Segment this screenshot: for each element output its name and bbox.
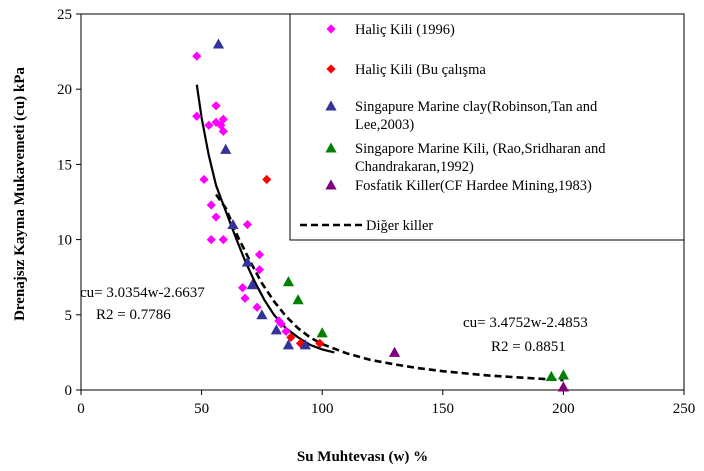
legend-marker [325,142,337,153]
legend-label: Singapure Marine clay(Robinson,Tan and [355,99,598,115]
data-point [281,326,291,336]
y-tick-label: 25 [57,7,72,23]
data-point [212,38,225,49]
legend-marker [325,100,337,111]
data-point [241,256,254,267]
data-point [292,294,304,305]
data-point [238,283,248,293]
data-point [211,101,221,111]
data-point [218,114,228,124]
data-point [282,276,295,287]
data-point [276,319,286,329]
data-point [192,51,202,61]
data-point [545,370,557,381]
data-point [242,219,253,230]
data-point [299,339,311,350]
data-point [218,235,228,245]
legend-label: Haliç Kili (Bu çalışma [355,62,486,78]
legend: Haliç Kili (1996) Haliç Kili (Bu çalışma S… [289,13,685,241]
x-tick-label: 0 [77,401,85,417]
data-point [192,111,202,121]
data-point [270,324,282,335]
data-point [256,309,268,320]
legend-label: Diğer killer [366,218,433,234]
equation-label-left: R2 = 0.7786 [96,307,171,323]
annotations: cu= 3.0354w-2.6637 R2 = 0.7786 cu= 3.4752w… [80,285,588,355]
data-point [315,338,325,348]
y-tick-label: 20 [57,82,72,98]
equation-label-right: cu= 3.4752w-2.4853 [463,315,588,331]
data-point [206,235,216,245]
data-point [316,327,328,338]
x-tick-label: 50 [194,401,209,417]
data-points [192,38,569,392]
legend-label: Haliç Kili (1996) [355,22,455,38]
data-point [557,381,569,392]
y-tick-label: 0 [65,383,73,399]
x-tick-label: 100 [311,401,334,417]
x-axis-title: Su Muhtevası (w) % [297,449,428,465]
data-point [199,174,209,185]
data-point [557,369,569,380]
legend-marker [326,24,336,34]
data-point [252,302,262,312]
axes: 0 50 100 150 200 250 0 5 10 15 20 25 Su Muhtevası (w… [12,7,695,465]
legend-label: Singapore Marine Kili, (Rao,Sridharan an… [355,141,606,157]
y-axis-title: Drenajsız Kayma Mukavemeti (cu) kPa [12,67,28,321]
x-tick-label: 250 [673,401,696,417]
data-point [218,126,228,136]
y-tick-label: 15 [57,157,72,173]
x-tick-label: 200 [552,401,575,417]
x-tick-label: 150 [432,401,455,417]
legend-box [289,13,685,241]
y-tick-label: 10 [57,233,72,249]
data-point [204,120,214,130]
data-point [206,200,216,210]
legend-label: Chandrakaran,1992) [355,159,474,175]
data-point [254,250,265,260]
data-point [388,346,401,357]
data-point [227,218,239,230]
y-tick-label: 5 [65,308,73,324]
series-3 [212,38,311,350]
dashed-trend-curve [215,193,564,382]
data-point [262,174,272,185]
data-point [254,265,265,275]
legend-label: Lee,2003) [355,117,414,133]
data-point [246,279,258,290]
legend-marker [325,179,337,190]
data-point [220,143,232,154]
data-point [211,212,221,222]
legend-label: Fosfatik Killer(CF Hardee Mining,1983) [355,178,592,194]
legend-marker [326,64,336,74]
series-1 [192,51,291,336]
data-point [282,339,295,350]
series-5 [388,346,569,392]
series-4 [282,276,569,381]
data-point [240,293,250,303]
equation-label-left: cu= 3.0354w-2.6637 [80,285,205,301]
equation-label-right: R2 = 0.8851 [491,339,566,355]
